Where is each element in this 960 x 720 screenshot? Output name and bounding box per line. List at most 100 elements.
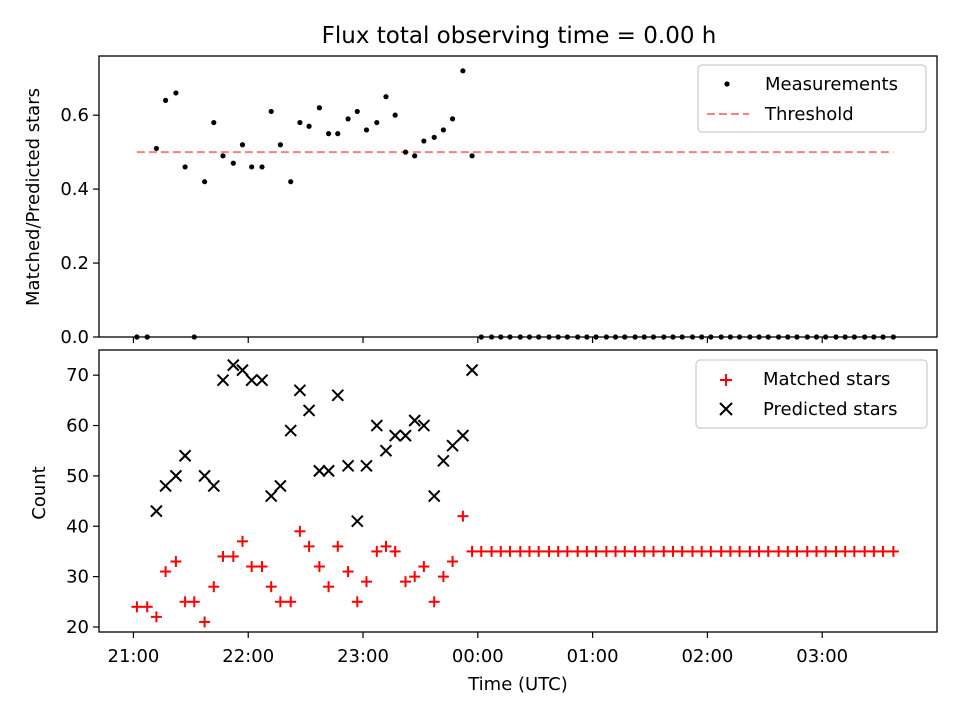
top-legend-box [697,64,927,133]
matched-star-point [877,545,889,557]
measurement-point [392,112,398,118]
matched-star-point [323,581,335,593]
matched-star-point [715,545,727,557]
matched-star-point [724,545,736,557]
x-tick-label: 22:00 [222,646,274,667]
measurement-point [239,142,246,148]
measurement-point [345,116,351,122]
matched-star-point [839,545,851,557]
measurement-point [449,116,456,122]
matched-star-point [647,545,659,557]
matched-star-point [227,550,239,562]
measurement-point [363,127,370,133]
predicted-star-point [331,389,344,402]
predicted-star-point [293,384,307,397]
matched-star-point [447,556,459,567]
predicted-star-point [207,479,221,493]
matched-star-point [590,545,602,557]
predicted-star-point [274,479,287,493]
matched-star-point [744,545,756,557]
chart-title: Flux total observing time = 0.00 h [322,23,717,49]
matched-star-point [887,545,899,557]
matched-star-point [265,581,277,593]
matched-star-point [428,596,440,608]
matched-star-point [371,545,383,557]
matched-star-point [773,545,785,557]
bottom-panel: 20 30 40 50 60 70 21:00 22:00 23:00 00:00 01:00 02:… [29,349,938,695]
matched-star-point [629,545,641,557]
matched-star-point [619,545,631,557]
matched-star-point [131,601,143,613]
matched-star-point [810,545,822,557]
matched-star-point [572,545,584,557]
predicted-star-point [255,374,269,387]
matched-star-point [274,596,286,608]
predicted-star-point [322,464,335,478]
matched-star-point [859,545,871,557]
bottom-axis-ticks: 20 30 40 50 60 70 21:00 22:00 23:00 00:00 01:00 02:… [66,365,848,667]
matched-star-point [561,545,573,557]
x-tick-label: 03:00 [796,646,848,667]
matched-star-point [868,545,880,557]
measurement-point [153,145,159,152]
matched-star-point [303,540,315,552]
legend-matched-marker [720,374,732,386]
legend-predicted-label: Predicted stars [763,399,897,420]
predicted-star-point [198,469,211,483]
matched-star-point [686,545,698,557]
predicted-star-point [159,479,172,493]
bottom-plot-frame [98,349,938,633]
bottom-y-tick-label: 50 [66,466,89,487]
matched-star-point [848,545,860,557]
predicted-star-point [236,363,249,377]
bottom-y-tick-label: 70 [66,365,89,386]
measurement-point [173,90,179,96]
measurement-point [325,131,332,137]
matched-star-point [380,540,392,552]
matched-star-point [486,545,498,557]
x-tick-label: 02:00 [681,646,733,667]
matched-star-point [332,540,344,552]
matched-star-point [141,601,153,613]
measurement-point [268,108,274,115]
matched-star-point [360,576,372,588]
matched-star-point [523,545,535,557]
predicted-star-point [370,419,384,432]
top-plot-frame [98,55,938,338]
top-ylabel: Matched/Predicted stars [23,88,44,306]
x-tick-label: 01:00 [567,646,619,667]
predicted-star-point [245,374,258,387]
legend-measurements-marker [724,81,730,87]
predicted-star-point [379,444,393,457]
matched-star-point [734,545,746,557]
measurement-point [460,68,466,74]
legend-matched-label: Matched stars [763,369,890,390]
matched-star-point [208,581,220,593]
predicted-star-point [341,459,355,473]
predicted-star-point [302,404,316,417]
matched-star-point [256,561,268,573]
matched-star-point [457,510,469,522]
bottom-ylabel: Count [29,466,50,519]
matched-star-point [236,535,248,547]
predicted-star-point [437,454,450,467]
predicted-star-point [427,489,441,503]
matched-star-point [638,545,650,557]
measurement-point [162,97,169,103]
measurement-point [469,153,475,159]
measurement-point [374,119,380,126]
matched-star-point [610,545,622,557]
predicted-star-point [417,419,431,432]
matched-star-point [199,616,211,628]
bottom-y-tick-label: 30 [66,567,89,588]
bottom-y-tick-label: 20 [66,617,89,638]
matched-star-point [791,545,803,557]
matched-star-point [389,545,401,557]
measurement-point [249,164,255,170]
matched-star-point [437,571,449,583]
matched-star-point [667,545,679,557]
matched-star-point [466,545,478,557]
top-panel: 0.0 0.2 0.4 0.6 Matched/Predicted stars Mea… [23,55,938,348]
measurement-point [316,105,323,111]
top-y-tick-label: 0.2 [60,253,89,274]
